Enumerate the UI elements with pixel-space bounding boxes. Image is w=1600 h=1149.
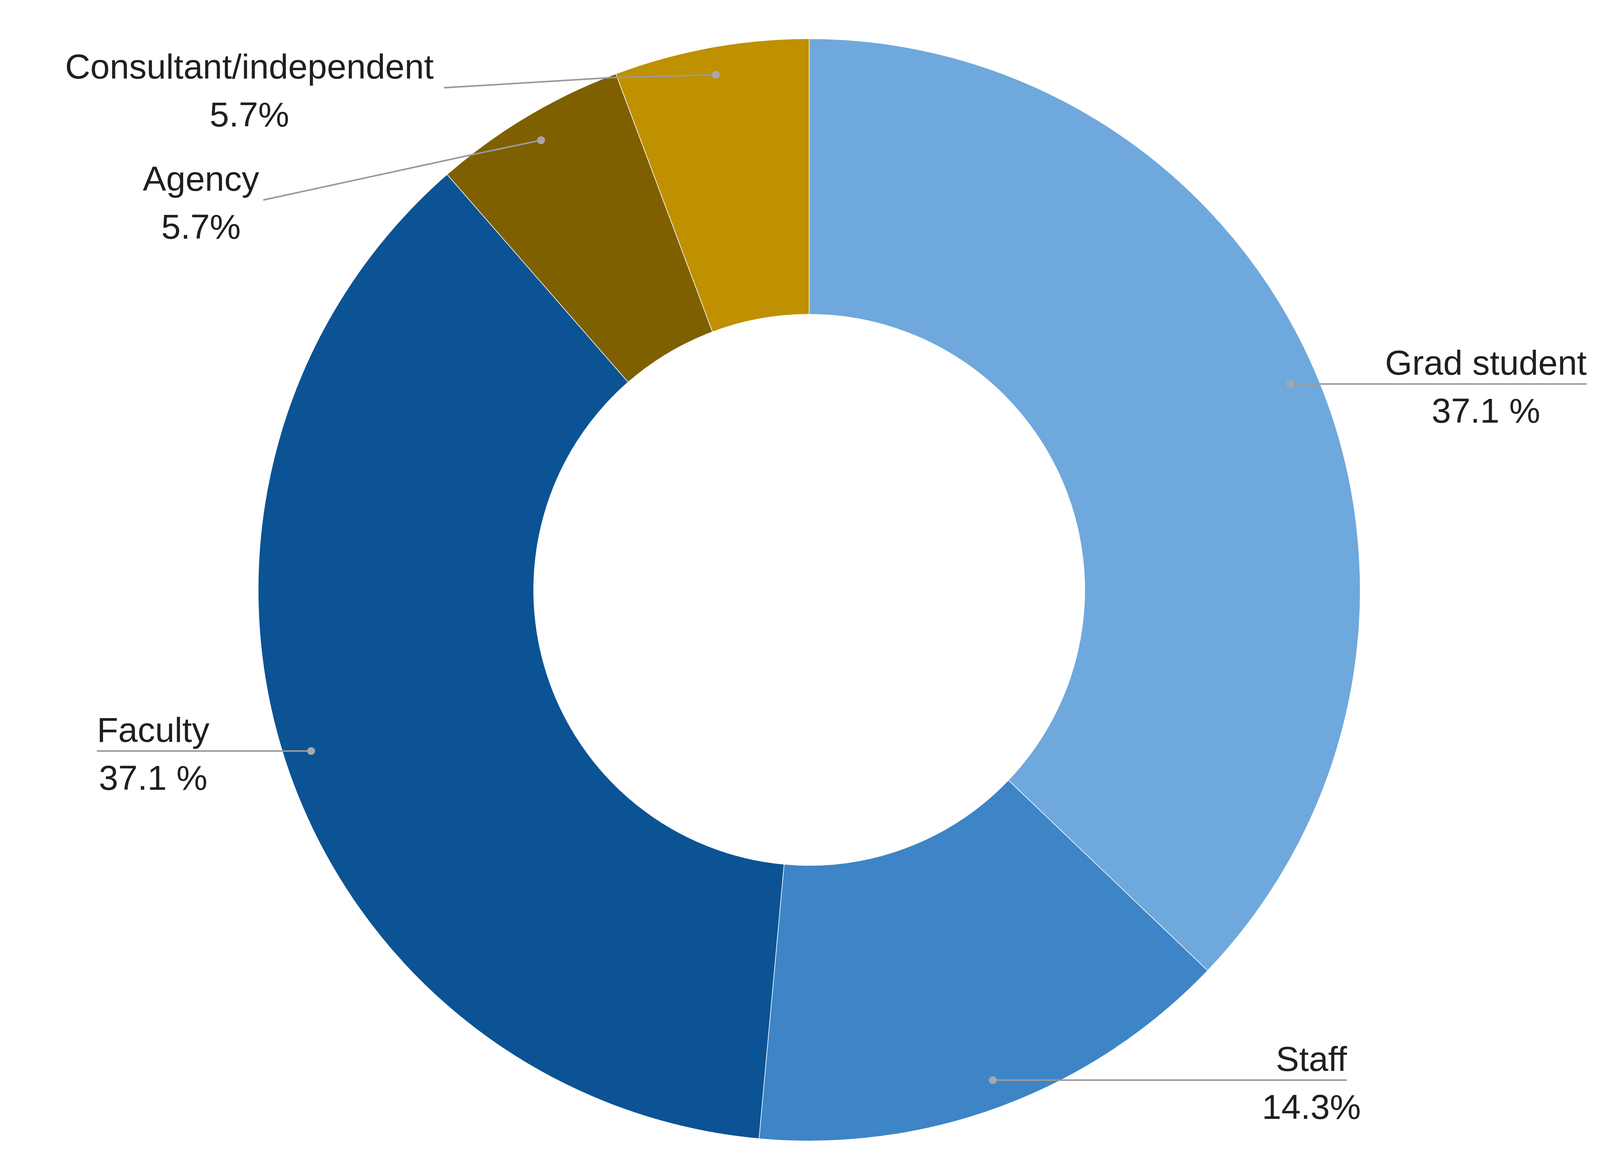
category-label: Agency bbox=[142, 158, 260, 199]
leader-dot bbox=[711, 70, 720, 79]
donut bbox=[258, 38, 1361, 1141]
leader-line bbox=[444, 74, 716, 88]
labels: Grad student 37.1 % Staff 14.3% Faculty 37.1 … bbox=[65, 46, 1587, 1127]
leader-dot bbox=[988, 1075, 997, 1084]
leader-line bbox=[263, 140, 542, 201]
category-label: Staff bbox=[1275, 1039, 1348, 1079]
chart: Grad student 37.1 % Staff 14.3% Faculty 37.1 … bbox=[0, 0, 1600, 1149]
leader-dot bbox=[1286, 380, 1295, 389]
slice bbox=[759, 780, 1208, 1141]
value-label: 37.1 % bbox=[1431, 390, 1541, 431]
value-label: 37.1 % bbox=[98, 757, 208, 798]
leader-dot bbox=[307, 746, 316, 755]
category-label: Grad student bbox=[1385, 342, 1587, 383]
leader-dot bbox=[537, 136, 546, 145]
category-label: Faculty bbox=[97, 710, 210, 750]
category-label: Consultant/independent bbox=[65, 46, 434, 87]
slice bbox=[809, 38, 1361, 971]
value-label: 5.7% bbox=[161, 206, 242, 247]
value-label: 5.7% bbox=[209, 94, 290, 134]
value-label: 14.3% bbox=[1261, 1087, 1361, 1127]
background bbox=[0, 0, 1600, 1149]
leader-line bbox=[1290, 383, 1587, 385]
leader-line bbox=[992, 1079, 1347, 1081]
slice bbox=[615, 38, 810, 332]
leader-line bbox=[97, 750, 312, 752]
